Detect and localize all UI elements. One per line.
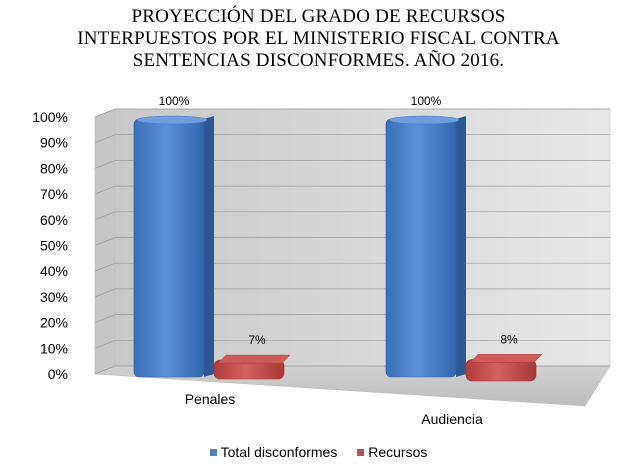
data-label: 100%	[411, 94, 442, 108]
legend: Total disconformes Recursos	[0, 444, 637, 460]
data-label: 7%	[248, 333, 266, 347]
y-tick-label: 40%	[40, 263, 68, 279]
y-tick-label: 80%	[40, 160, 68, 176]
chart-title-line-1: PROYECCIÓN DEL GRADO DE RECURSOS	[131, 6, 506, 27]
y-tick-label: 90%	[40, 135, 68, 151]
legend-label-total: Total disconformes	[220, 444, 338, 460]
bar-top	[217, 354, 291, 364]
bar-top	[469, 354, 543, 363]
y-tick-label: 50%	[40, 238, 68, 254]
bar-top	[136, 115, 208, 125]
legend-swatch-total	[209, 449, 217, 456]
x-tick-label: Penales	[185, 391, 236, 407]
legend-label-recursos: Recursos	[368, 444, 428, 460]
chart-title-line-3: SENTENCIAS DISCONFORMES. AÑO 2016.	[132, 50, 505, 71]
legend-item-total: Total disconformes	[209, 444, 338, 460]
bar-side	[456, 116, 466, 377]
data-label: 8%	[500, 332, 518, 346]
y-tick-label: 100%	[32, 109, 68, 125]
bar	[385, 118, 457, 378]
bar-side	[204, 116, 214, 377]
y-tick-label: 60%	[40, 212, 68, 228]
x-axis: Penales Audiencia	[185, 391, 483, 427]
y-axis: 0% 10% 20% 30% 40% 50% 60% 70% 80% 90% 100%	[32, 109, 68, 382]
y-tick-label: 20%	[40, 315, 68, 331]
x-tick-label: Audiencia	[421, 411, 483, 427]
bar-top	[388, 115, 460, 125]
bar	[133, 118, 205, 378]
y-tick-label: 30%	[40, 289, 68, 305]
chart-title-line-2: INTERPUESTOS POR EL MINISTERIO FISCAL CO…	[77, 28, 560, 49]
gridline	[94, 108, 610, 118]
data-label: 100%	[159, 94, 190, 108]
chart-title: PROYECCIÓN DEL GRADO DE RECURSOS INTERPU…	[0, 6, 637, 72]
y-tick-label: 10%	[40, 340, 68, 356]
y-tick-label: 0%	[48, 366, 68, 382]
bars: 100% 7% 100% 8%	[133, 94, 543, 382]
y-tick-label: 70%	[40, 186, 68, 202]
legend-swatch-recursos	[357, 449, 365, 456]
legend-item-recursos: Recursos	[357, 444, 427, 460]
